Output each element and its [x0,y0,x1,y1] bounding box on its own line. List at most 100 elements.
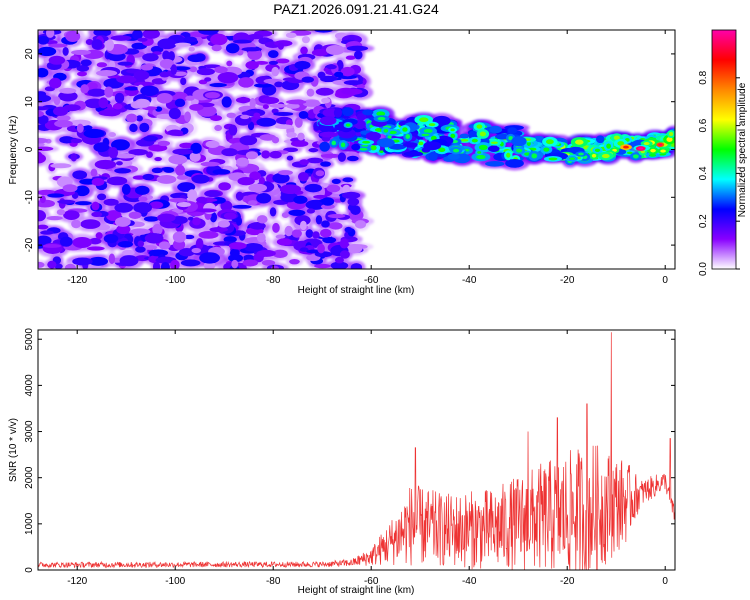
spectrogram-blob [98,97,109,109]
spectrogram-blob [423,141,442,151]
spectrogram-blob [320,161,331,167]
spectrogram-blob [70,138,83,144]
spectrogram-blob [91,177,105,186]
spectrogram-blob [239,135,258,146]
spectrogram-blob [97,224,111,231]
spectrogram-blob [75,201,92,206]
spectrogram-blob [221,148,238,157]
spectrogram-blob [291,229,302,238]
spectrogram-blob [223,212,237,220]
spectrogram-blob [297,132,305,141]
spectrogram-blob [221,96,232,108]
spectrogram-blob [71,219,81,229]
spectrogram-blob [134,185,150,195]
spectrogram-blob [351,143,361,151]
spectrogram-blob [187,189,198,201]
spectrogram-blob [53,96,61,106]
spectrogram-blob [85,39,94,46]
colorbar-gradient [712,30,736,269]
spectrogram-blob [341,191,361,199]
spectrogram-blob [139,122,150,133]
spectrogram-blob [159,58,175,69]
spectrogram-blob [286,155,294,161]
spectrogram-blob-core [546,139,554,145]
spectrogram-blob-core [658,143,663,146]
spectrogram-x-tick-label: -100 [165,275,185,286]
spectrogram-blob [115,161,123,166]
spectrogram-blob [272,249,288,259]
spectrogram-blob [511,136,527,147]
spectrogram-blob [306,208,316,214]
spectrogram-blob [269,150,282,159]
spectrogram-blob [157,213,176,223]
spectrogram-blob [320,153,341,158]
spectrogram-blob [63,210,80,220]
spectrogram-blob [273,111,294,116]
spectrogram-blob [70,119,91,127]
spectrogram-blob [314,263,331,269]
spectrogram-blob [143,216,159,222]
spectrogram-blob-core [591,153,597,158]
spectrogram-blob [345,55,356,60]
spectrogram-blob-core [632,154,639,159]
spectrogram-blob [157,140,171,147]
spectrogram-blob [38,114,49,125]
spectrogram-blob [108,253,116,265]
spectrogram-blob-core [648,153,657,157]
spectrogram-blob [173,71,188,76]
spectrogram-blob-core [478,144,488,151]
spectrogram-blob [185,95,195,101]
spectrogram-y-tick-label: -20 [24,237,35,252]
spectrogram-blob [228,254,244,263]
spectrogram-blob [38,35,50,45]
spectrogram-blob [140,64,153,71]
spectrogram-blob [98,109,120,117]
spectrogram-blob [116,224,131,235]
spectrogram-blob [299,220,307,231]
spectrogram-blob [294,117,303,128]
spectrogram-blob [132,30,143,40]
spectrogram-blob [209,212,218,223]
spectrogram-blob [319,116,337,126]
spectrogram-blob [142,245,158,250]
spectrogram-blob-core [345,123,351,127]
spectrogram-blob [269,207,277,217]
spectrogram-blob [133,202,153,214]
spectrogram-blob [146,151,153,158]
colorbar-tick-label: 0.2 [698,214,709,228]
spectrogram-blob [294,215,311,226]
spectrogram-blob [210,115,223,122]
spectrogram-blob [317,243,325,254]
spectrogram-blob [129,123,138,133]
spectrogram-blob-core [650,148,656,153]
snr-y-tick-label: 3000 [24,420,35,443]
spectrogram-blob [337,75,358,80]
spectrogram-blob [137,37,148,42]
spectrogram-blob [174,98,186,108]
spectrogram-blob [487,145,500,152]
spectrogram-blob [353,50,363,60]
spectrogram-blob-core [471,138,478,143]
spectrogram-blob-core [643,142,650,146]
spectrogram-blob [317,71,326,79]
spectrogram-blob-core [362,140,371,144]
spectrogram-blob [38,210,47,222]
spectrogram-blob [340,66,355,77]
spectrogram-blob [247,48,263,60]
spectrogram-blob-core [460,139,469,142]
spectrogram-blob [71,49,92,56]
spectrogram-blob [271,108,279,114]
spectrogram-blob [180,77,187,86]
spectrogram-blob [106,176,128,186]
spectrogram-blob [256,193,272,204]
spectrogram-blob-core [594,148,601,152]
spectrogram-blob [236,216,243,226]
spectrogram-blob [70,153,77,162]
spectrogram-blob [195,208,217,213]
colorbar-label: Normalized spectral amplitude [737,82,748,217]
spectrogram-blob [286,131,297,138]
spectrogram-blob [38,235,52,246]
spectrogram-blob-core [578,152,584,156]
spectrogram-y-tick-label: -10 [24,190,35,205]
